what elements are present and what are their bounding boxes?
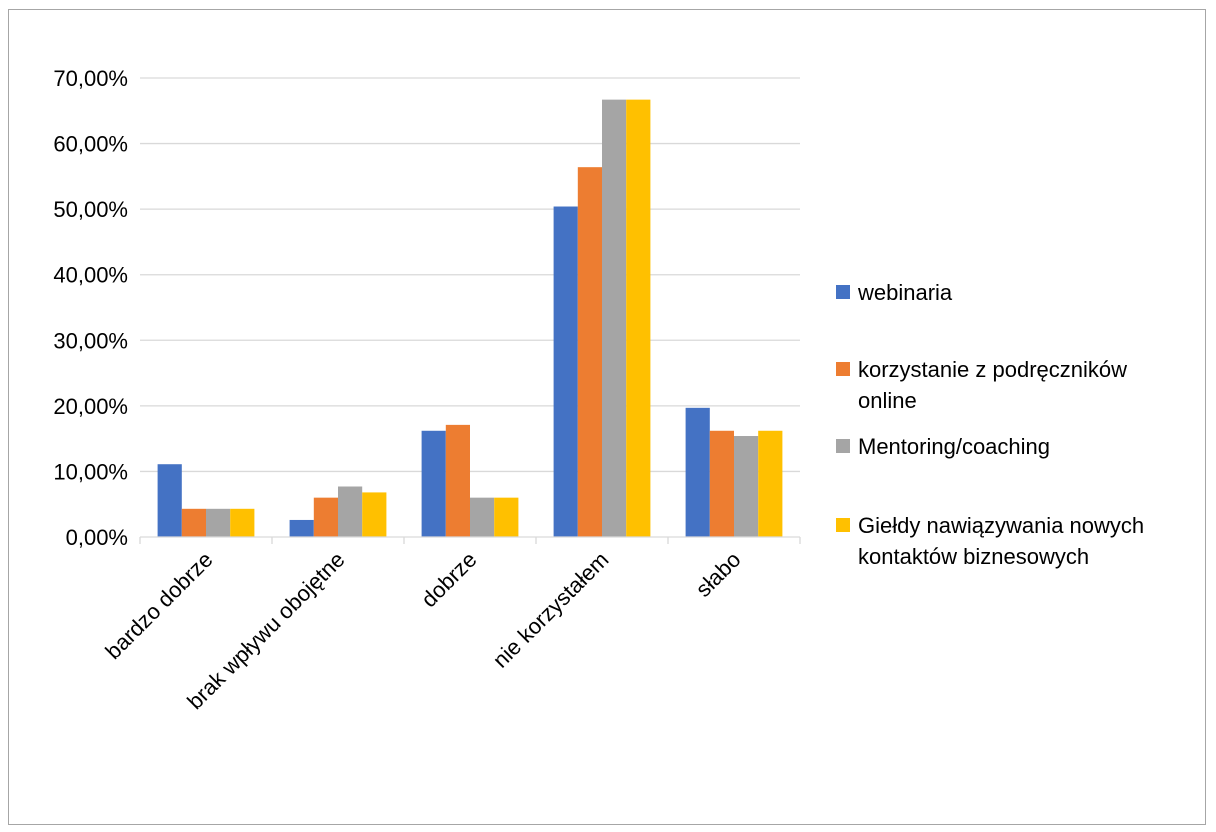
x-tick-label: słabo [691, 547, 746, 602]
legend-label: webinaria [857, 280, 953, 305]
bar [421, 430, 446, 537]
legend-label: kontaktów biznesowych [858, 544, 1089, 569]
bar [157, 464, 182, 537]
legend-label: Giełdy nawiązywania nowych [858, 513, 1144, 538]
bar [758, 430, 783, 537]
y-tick-label: 30,00% [53, 328, 128, 353]
bar [445, 424, 470, 537]
x-tick-label: dobrze [416, 547, 481, 612]
bar [313, 497, 338, 537]
bar [577, 167, 602, 538]
y-tick-label: 10,00% [53, 459, 128, 484]
y-tick-label: 40,00% [53, 263, 128, 288]
bar [181, 508, 206, 537]
bar [602, 99, 627, 537]
bar [626, 99, 651, 537]
bar [230, 508, 255, 537]
bar [362, 492, 387, 537]
legend-swatch [836, 362, 850, 376]
y-tick-label: 70,00% [53, 66, 128, 91]
bar [206, 508, 231, 537]
bar [685, 407, 710, 537]
y-tick-label: 50,00% [53, 197, 128, 222]
legend-label: korzystanie z podręczników [858, 357, 1127, 382]
y-tick-label: 60,00% [53, 132, 128, 157]
legend-swatch [836, 518, 850, 532]
bar [494, 497, 519, 537]
bar [470, 497, 495, 537]
legend-swatch [836, 439, 850, 453]
x-tick-label: nie korzystałem [488, 547, 614, 673]
x-tick-label: bardzo dobrze [100, 547, 217, 664]
legend-label: online [858, 388, 917, 413]
y-tick-label: 0,00% [66, 525, 128, 550]
legend-label: Mentoring/coaching [858, 434, 1050, 459]
legend-swatch [836, 285, 850, 299]
bar [338, 486, 363, 537]
bar [553, 206, 578, 537]
y-tick-label: 20,00% [53, 394, 128, 419]
bar [289, 519, 314, 537]
bar [734, 436, 759, 537]
bar [709, 430, 734, 537]
